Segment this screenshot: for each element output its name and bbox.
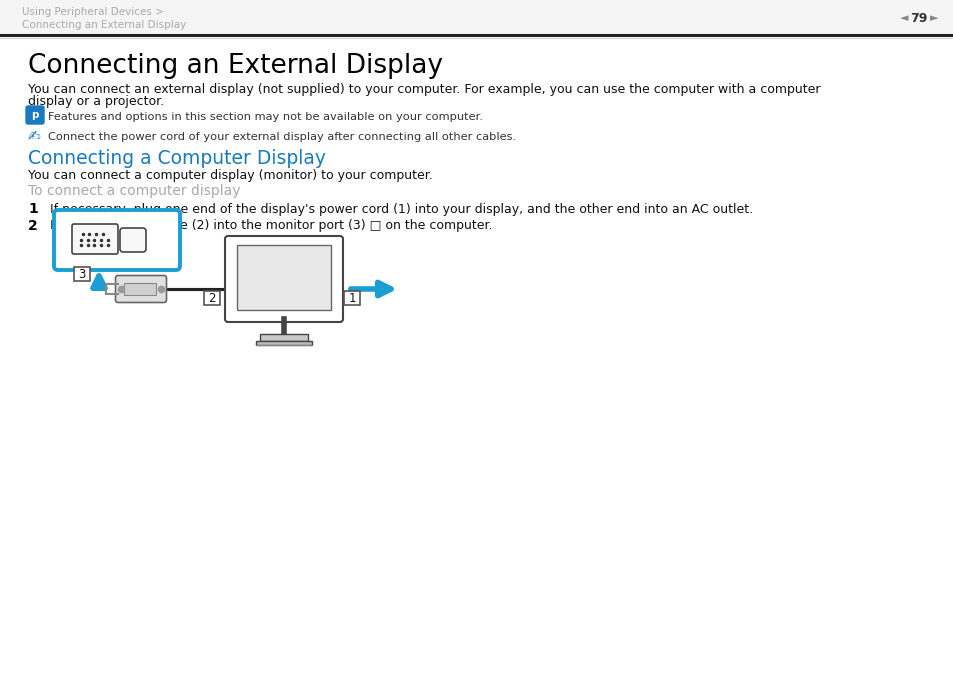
Bar — [236, 245, 331, 310]
Text: 2: 2 — [28, 219, 38, 233]
Bar — [0, 0, 953, 34]
Bar — [74, 267, 90, 281]
Text: Plug the display cable (2) into the monitor port (3) □ on the computer.: Plug the display cable (2) into the moni… — [50, 220, 492, 233]
FancyBboxPatch shape — [225, 236, 343, 322]
Text: 2: 2 — [208, 291, 215, 305]
Bar — [124, 283, 156, 295]
Text: Connecting an External Display: Connecting an External Display — [28, 53, 442, 79]
Text: p: p — [31, 110, 39, 120]
Text: Connect the power cord of your external display after connecting all other cable: Connect the power cord of your external … — [48, 132, 516, 142]
FancyBboxPatch shape — [115, 276, 167, 303]
FancyBboxPatch shape — [71, 224, 118, 254]
Text: If necessary, plug one end of the display's power cord (1) into your display, an: If necessary, plug one end of the displa… — [50, 202, 752, 216]
Text: ✍: ✍ — [28, 129, 41, 144]
Text: Using Peripheral Devices >: Using Peripheral Devices > — [22, 7, 164, 17]
Text: ◄: ◄ — [899, 13, 907, 23]
Text: You can connect a computer display (monitor) to your computer.: You can connect a computer display (moni… — [28, 168, 433, 181]
Text: 1: 1 — [28, 202, 38, 216]
Text: 79: 79 — [909, 11, 926, 24]
Text: ►: ► — [929, 13, 937, 23]
Text: You can connect an external display (not supplied) to your computer. For example: You can connect an external display (not… — [28, 82, 820, 96]
Bar — [204, 291, 220, 305]
FancyBboxPatch shape — [26, 106, 44, 124]
FancyBboxPatch shape — [120, 228, 146, 252]
Text: 3: 3 — [78, 268, 86, 280]
Bar — [255, 341, 312, 345]
Bar — [344, 291, 359, 305]
FancyBboxPatch shape — [54, 210, 180, 270]
Text: To connect a computer display: To connect a computer display — [28, 184, 240, 198]
Text: Connecting a Computer Display: Connecting a Computer Display — [28, 148, 326, 168]
Text: display or a projector.: display or a projector. — [28, 96, 164, 109]
Bar — [260, 334, 308, 341]
Text: Features and options in this section may not be available on your computer.: Features and options in this section may… — [48, 112, 482, 122]
Text: Connecting an External Display: Connecting an External Display — [22, 20, 186, 30]
Text: 1: 1 — [348, 291, 355, 305]
